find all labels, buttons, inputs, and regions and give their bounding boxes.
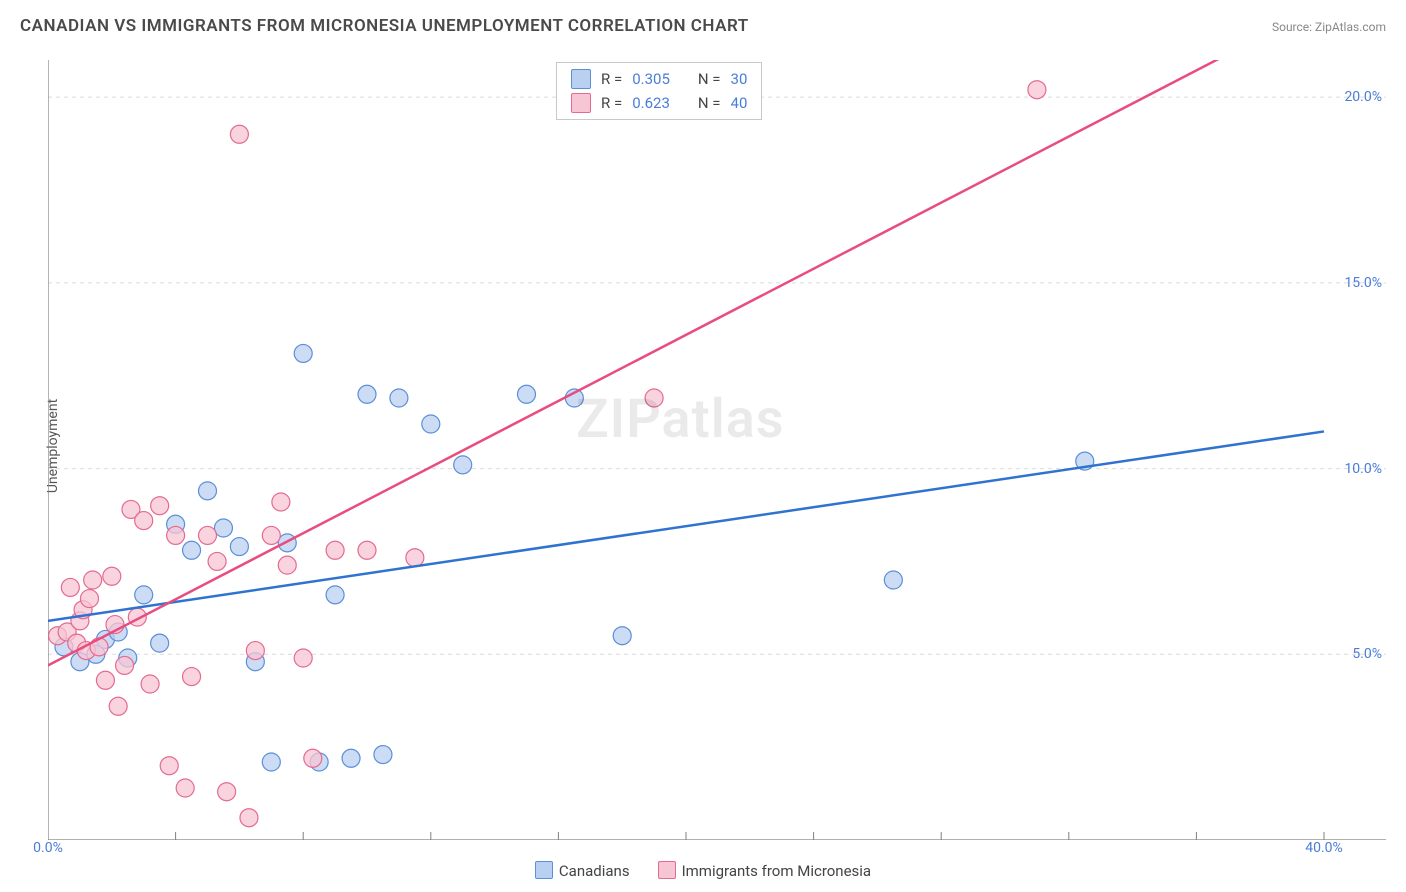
stats-row: R =0.623N =40 [557, 91, 761, 115]
chart-title: CANADIAN VS IMMIGRANTS FROM MICRONESIA U… [20, 16, 749, 36]
y-tick-label: 10.0% [1344, 461, 1386, 477]
x-tick-label: 40.0% [1305, 840, 1343, 856]
stats-swatch [571, 93, 591, 113]
x-tick-label: 0.0% [33, 840, 63, 856]
plot-area: ZIPatlas R =0.305N =30R =0.623N =40 5.0%… [48, 60, 1386, 840]
y-tick-label: 15.0% [1344, 275, 1386, 291]
stats-swatch [571, 69, 591, 89]
y-tick-label: 20.0% [1344, 89, 1386, 105]
source-label: Source: ZipAtlas.com [1272, 20, 1386, 34]
x-axis-tick-labels: 0.0%40.0% [48, 840, 1386, 856]
legend-swatch [535, 861, 553, 879]
series-legend: Canadians Immigrants from Micronesia [0, 861, 1406, 880]
stats-row: R =0.305N =30 [557, 67, 761, 91]
scatter-chart [48, 60, 1386, 840]
legend-swatch [658, 861, 676, 879]
y-tick-label: 5.0% [1352, 646, 1386, 662]
legend-item: Canadians [535, 861, 630, 880]
legend-item: Immigrants from Micronesia [658, 861, 872, 880]
stats-legend: R =0.305N =30R =0.623N =40 [556, 62, 762, 120]
